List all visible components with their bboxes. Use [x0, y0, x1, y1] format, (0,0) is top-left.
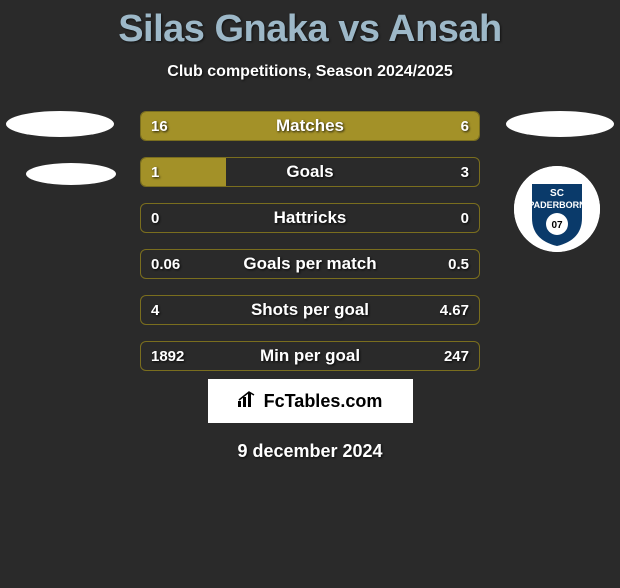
bar-label: Shots per goal: [141, 296, 479, 324]
stat-bar: 0 0Hattricks: [140, 203, 480, 233]
svg-text:SC: SC: [550, 188, 564, 199]
decor-ellipse: [506, 111, 614, 137]
stat-bar: 1892 247Min per goal: [140, 341, 480, 371]
bar-value-right: 3: [461, 158, 469, 186]
svg-text:PADERBORN: PADERBORN: [528, 200, 585, 210]
bar-value-left: 1892: [151, 342, 184, 370]
chart-icon: [238, 391, 258, 412]
date-line: 9 december 2024: [0, 441, 620, 462]
bar-value-right: 0.5: [448, 250, 469, 278]
bar-value-left: 0.06: [151, 250, 180, 278]
bar-right-fill: [388, 112, 479, 140]
stat-bar: 13Goals: [140, 157, 480, 187]
bar-left-fill: [141, 112, 388, 140]
subtitle: Club competitions, Season 2024/2025: [0, 63, 620, 81]
bar-group: 166Matches 13Goals 0 0Hattricks 0.06 0.5Goals…: [140, 111, 480, 387]
brand-text: FcTables.com: [264, 391, 383, 412]
bar-value-right: 4.67: [440, 296, 469, 324]
bar-label: Hattricks: [141, 204, 479, 232]
club-badge-paderborn: SCPADERBORN 07: [514, 166, 600, 252]
svg-text:07: 07: [551, 220, 563, 231]
bar-value-left: 4: [151, 296, 159, 324]
comparison-chart: 166Matches 13Goals 0 0Hattricks 0.06 0.5Goals…: [0, 111, 620, 371]
bar-value-right: 0: [461, 204, 469, 232]
stat-bar: 0.06 0.5Goals per match: [140, 249, 480, 279]
bar-value-left: 0: [151, 204, 159, 232]
stat-bar: 4 4.67Shots per goal: [140, 295, 480, 325]
decor-ellipse: [6, 111, 114, 137]
decor-ellipse: [26, 163, 116, 185]
bar-value-right: 247: [444, 342, 469, 370]
bar-label: Goals per match: [141, 250, 479, 278]
bar-left-fill: [141, 158, 226, 186]
bar-label: Min per goal: [141, 342, 479, 370]
page-title: Silas Gnaka vs Ansah: [0, 8, 620, 51]
stat-bar: 166Matches: [140, 111, 480, 141]
